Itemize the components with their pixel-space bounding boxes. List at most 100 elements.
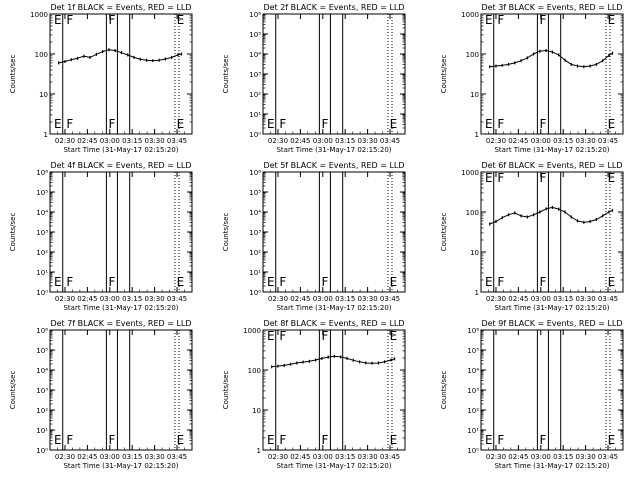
y-axis-label: Counts/sec [222,55,230,94]
data-point [576,219,579,223]
data-point [520,214,522,218]
panel-title: Det 1f BLACK = Events, RED = LLD [50,3,191,12]
data-point [277,364,279,368]
x-tick-label: 03:45 [598,295,618,303]
x-tick-label: 02:30 [268,295,288,303]
x-axis-label: Start Time (31-May-17 02:15:20) [494,304,609,312]
data-point [114,49,116,53]
x-tick-label: 03:00 [313,295,333,303]
x-axis-label: Start Time (31-May-17 02:15:20) [494,146,609,154]
marker-letter: E [608,433,616,447]
x-tick-label: 03:15 [335,295,355,303]
data-point [171,55,173,59]
plot-frame [480,13,624,135]
x-tick-label: 03:45 [380,295,400,303]
marker-letter: E [267,275,275,289]
panel-det-9: Det 9f BLACK = Events, RED = LLD 10⁰ 10¹ 10… [440,319,624,470]
panel-det-3: Det 3f BLACK = Events, RED = LLD 1 10 100 10… [440,3,624,154]
x-tick-label: 02:30 [55,295,75,303]
data-point [501,63,503,67]
x-tick-label: 02:45 [508,137,528,145]
marker-letter: F [66,13,73,27]
data-point [564,58,566,62]
data-point [371,361,373,365]
marker-letter: E [485,171,493,185]
x-tick-label: 03:00 [313,137,333,145]
data-point [551,50,554,54]
marker-letter: E [177,433,185,447]
x-tick-label: 03:00 [531,137,551,145]
x-tick-label: 03:45 [167,295,187,303]
y-tick-label: 10 [252,407,261,415]
marker-letter: E [390,433,398,447]
x-tick-label: 03:30 [576,295,596,303]
x-tick-label: 03:15 [122,137,142,145]
data-point [489,222,491,226]
y-tick-label: 10² [249,249,261,257]
marker-letter: E [608,117,616,131]
data-point [340,355,342,359]
x-tick-label: 03:45 [598,137,618,145]
data-point [308,359,310,363]
plot-frame [49,171,193,293]
y-axis-label: Counts/sec [9,55,17,94]
data-point [95,52,97,56]
data-point [133,55,135,59]
x-tick-label: 03:30 [358,137,378,145]
data-point [611,51,614,55]
data-point [576,64,579,68]
marker-letter: F [539,13,546,27]
y-tick-label: 10¹ [249,111,261,119]
data-point [520,59,522,63]
data-point [570,62,572,66]
x-tick-label: 02:45 [508,453,528,461]
y-tick-label: 10⁵ [36,347,48,355]
panel-title: Det 8f BLACK = Events, RED = LLD [263,319,404,328]
data-point [145,58,148,62]
x-tick-label: 02:45 [290,295,310,303]
data-point [64,59,66,63]
marker-letter: E [608,171,616,185]
data-point [507,213,510,217]
x-tick-label: 02:45 [77,137,97,145]
marker-letter: F [108,275,115,289]
x-axis-label: Start Time (31-May-17 02:15:20) [276,462,391,470]
marker-letter: E [608,275,616,289]
x-tick-label: 02:30 [486,295,506,303]
y-axis-label: Counts/sec [222,213,230,252]
data-point [377,361,379,365]
marker-letter: F [539,117,546,131]
data-point [358,360,361,364]
marker-letter: E [177,275,185,289]
y-tick-label: 10⁶ [36,327,48,335]
x-axis-label: Start Time (31-May-17 02:15:20) [63,304,178,312]
x-tick-label: 03:15 [553,453,573,461]
marker-letter: F [108,433,115,447]
data-point [526,56,528,60]
panel-det-2: Det 2f BLACK = Events, RED = LLD 10⁰ 10¹ 10… [222,3,406,154]
plot-frame [49,13,193,135]
marker-letter: E [54,433,62,447]
x-tick-label: 03:15 [122,453,142,461]
marker-letter: E [485,117,493,131]
x-tick-label: 03:15 [553,137,573,145]
data-point [365,361,367,365]
panel-title: Det 9f BLACK = Events, RED = LLD [481,319,622,328]
marker-letter: F [66,275,73,289]
y-tick-label: 10¹ [249,269,261,277]
y-tick-label: 10⁰ [467,447,479,455]
y-tick-label: 10¹ [36,269,48,277]
data-point [139,57,141,61]
x-tick-label: 03:45 [598,453,618,461]
y-tick-label: 100 [248,367,261,375]
data-point [393,357,396,361]
y-tick-label: 100 [35,51,48,59]
data-point [507,62,510,66]
marker-letter: E [390,275,398,289]
x-tick-label: 03:15 [335,453,355,461]
y-tick-label: 1000 [461,169,479,177]
data-point [158,58,160,62]
data-point [570,215,572,219]
x-tick-label: 03:00 [313,453,333,461]
data-point [514,61,516,65]
